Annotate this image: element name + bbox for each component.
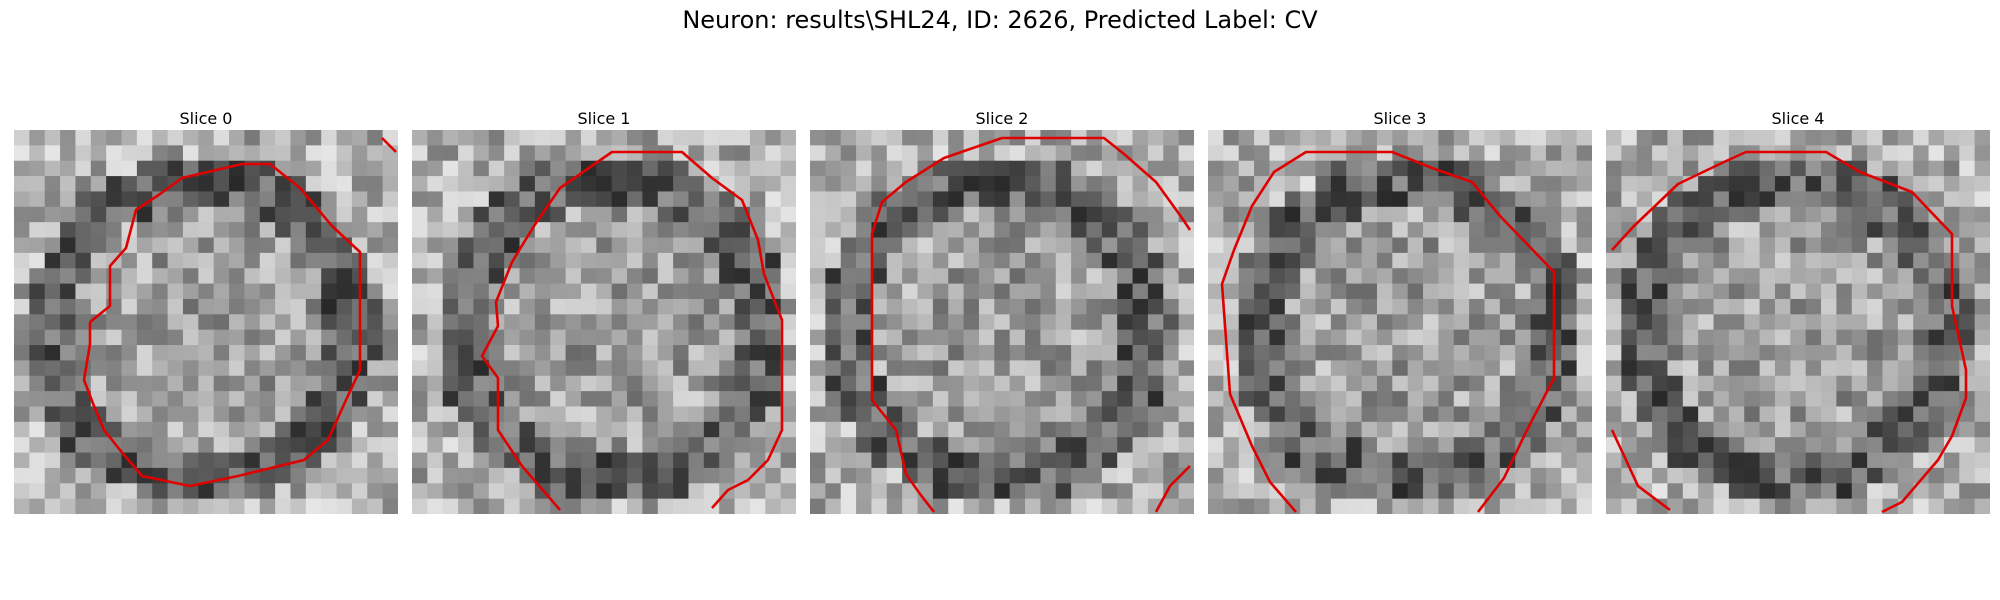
slice-title: Slice 0	[179, 109, 233, 128]
contour-line	[82, 162, 362, 488]
contour-line	[1220, 150, 1556, 513]
slice-image	[1606, 130, 1990, 514]
figure-title: Neuron: results\SHL24, ID: 2626, Predict…	[682, 6, 1318, 34]
slice-title: Slice 4	[1771, 109, 1825, 128]
contour-line	[381, 137, 397, 153]
contour-line	[1611, 150, 1968, 514]
slice-image	[810, 130, 1194, 514]
slice-panel-2: Slice 2	[810, 108, 1194, 514]
slice-panel-3: Slice 3	[1208, 108, 1592, 514]
pixel-grid	[1208, 130, 1592, 514]
slice-panel-0: Slice 0	[14, 108, 398, 514]
slice-title: Slice 3	[1373, 109, 1427, 128]
slice-title: Slice 2	[975, 109, 1029, 128]
slice-image	[1208, 130, 1592, 514]
pixel-grid	[810, 130, 1194, 514]
slice-panel-1: Slice 1	[412, 108, 796, 514]
slice-panel-4: Slice 4	[1606, 108, 1990, 514]
slice-image	[412, 130, 796, 514]
contour-line	[480, 150, 784, 511]
contour-line	[870, 136, 1192, 513]
slice-title: Slice 1	[577, 109, 631, 128]
slice-image	[14, 130, 398, 514]
contour-line	[1610, 429, 1671, 512]
pixel-grid	[1606, 130, 1990, 514]
pixel-grid	[14, 130, 398, 514]
contour-line	[1154, 465, 1191, 513]
pixel-grid	[412, 130, 796, 514]
